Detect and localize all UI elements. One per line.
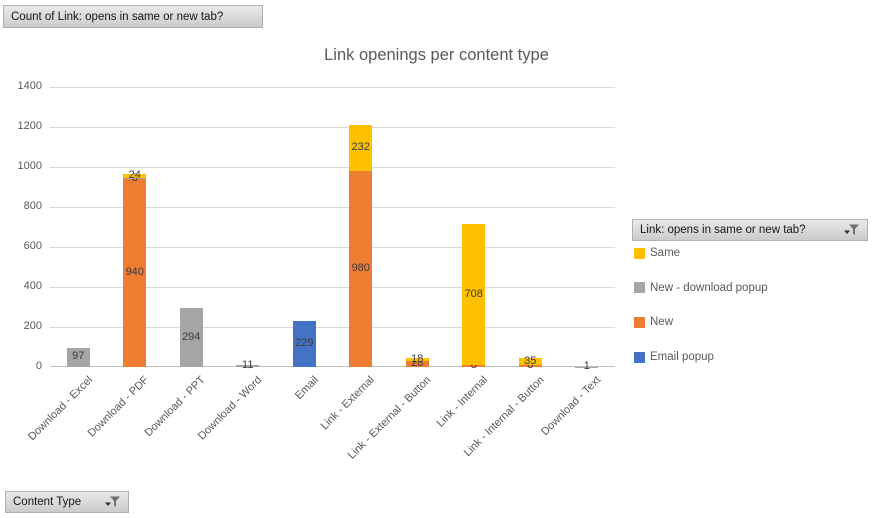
values-field-label: Count of Link: opens in same or new tab? <box>11 10 224 23</box>
y-tick-label: 400 <box>23 280 42 292</box>
gridline <box>50 86 615 88</box>
filter-icon[interactable] <box>104 496 121 508</box>
x-category-label: Link - External <box>319 374 378 433</box>
y-tick-label: 1400 <box>17 80 42 92</box>
data-label: 232 <box>351 140 370 153</box>
y-axis-ticks: 0 200 400 600 800 1000 1200 1400 <box>0 80 42 372</box>
legend-swatch <box>634 351 645 363</box>
bar-segment <box>66 347 90 367</box>
bar-segment <box>123 173 147 179</box>
plot-area: 9794032429411229980232281887088351 <box>50 86 615 372</box>
x-category-label: Download - PDF <box>85 374 152 440</box>
x-category-label: Link - Internal <box>434 374 491 430</box>
data-label: 97 <box>72 350 85 363</box>
data-label: 11 <box>242 358 254 371</box>
y-tick-label: 1200 <box>17 120 42 132</box>
data-label: 980 <box>351 262 370 274</box>
bar-segment <box>462 223 486 366</box>
gridline <box>50 206 615 208</box>
x-axis-line <box>50 366 615 367</box>
axis-field-label: Content Type <box>13 496 82 508</box>
legend-item: New <box>634 315 673 329</box>
x-category-label: Email <box>292 374 321 402</box>
bar-segment <box>236 364 260 367</box>
bar-segment <box>349 171 373 367</box>
x-category-label: Download - PPT <box>142 374 208 440</box>
bar-segment <box>462 365 486 367</box>
gridline <box>50 166 615 168</box>
y-tick-label: 600 <box>23 240 42 252</box>
data-label: 940 <box>125 266 144 278</box>
bar-segment <box>292 321 316 367</box>
gridline <box>50 326 615 328</box>
legend-swatch <box>634 316 645 328</box>
bar-segment <box>405 357 429 362</box>
x-category-label: Download - Text <box>539 374 604 439</box>
values-field-button[interactable]: Count of Link: opens in same or new tab? <box>3 5 263 28</box>
y-tick-label: 0 <box>35 360 42 372</box>
bar-segment <box>123 179 147 367</box>
data-label: 18 <box>411 352 424 365</box>
legend-swatch <box>634 282 645 294</box>
legend-item: Email popup <box>634 350 714 364</box>
x-category-label: Download - Excel <box>25 374 95 444</box>
gridline <box>50 246 615 248</box>
chart-title: Link openings per content type <box>324 46 549 64</box>
axis-field-button[interactable]: Content Type <box>5 491 129 513</box>
y-tick-label: 1000 <box>17 160 42 172</box>
data-label: 708 <box>464 287 483 300</box>
legend-label: Email popup <box>650 351 714 364</box>
y-tick-label: 800 <box>23 200 42 212</box>
bar-segment <box>123 178 147 179</box>
legend-field-label: Link: opens in same or new tab? <box>640 224 806 236</box>
gridline <box>50 126 615 128</box>
data-label: 24 <box>128 169 141 181</box>
x-axis-labels: Download - Excel Download - PDF Download -… <box>26 374 615 484</box>
data-label: 229 <box>295 337 314 350</box>
bar-segment <box>179 308 203 367</box>
legend-label: New - download popup <box>650 281 768 294</box>
legend-item: New - download popup <box>634 281 768 295</box>
legend-item: Same <box>634 246 680 260</box>
bar-segment <box>518 365 542 367</box>
data-label: 294 <box>182 330 201 343</box>
gridline <box>50 286 615 288</box>
x-category-label: Download - Word <box>195 374 265 443</box>
data-label: 1 <box>583 359 590 372</box>
legend-field-button[interactable]: Link: opens in same or new tab? <box>632 219 868 241</box>
y-tick-label: 200 <box>23 320 42 332</box>
bar-segment <box>405 361 429 367</box>
legend-label: Same <box>650 247 681 259</box>
bar-segment <box>349 124 373 171</box>
legend-swatch <box>634 247 645 259</box>
filter-icon[interactable] <box>843 224 860 236</box>
data-label: 35 <box>524 354 537 367</box>
bar-segment <box>518 358 542 366</box>
legend-label: New <box>650 316 674 329</box>
